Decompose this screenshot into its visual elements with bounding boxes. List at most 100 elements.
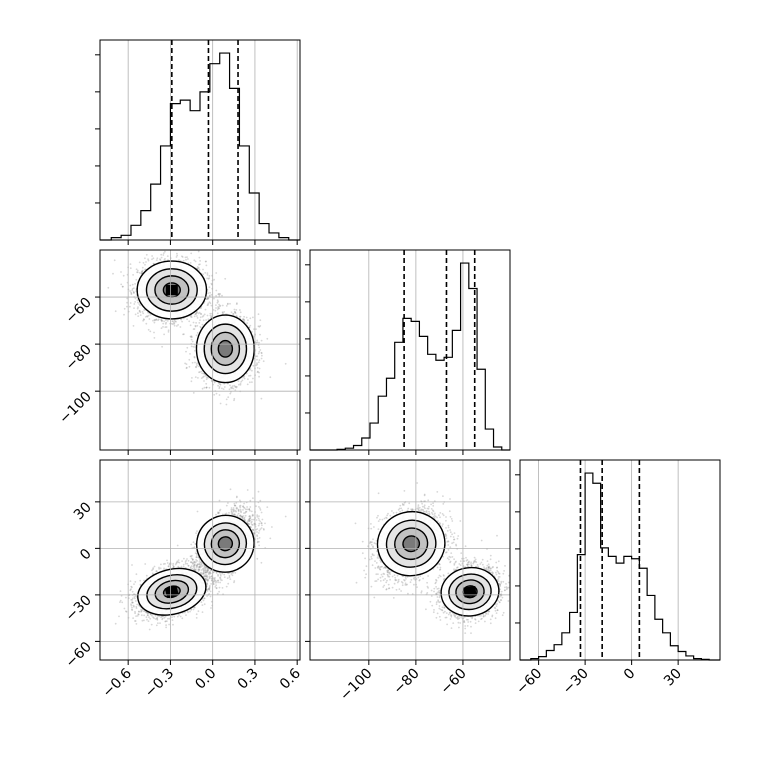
sample-point bbox=[284, 362, 287, 365]
sample-point bbox=[149, 313, 152, 316]
sample-point bbox=[122, 285, 124, 288]
sample-point bbox=[210, 316, 213, 318]
sample-point bbox=[145, 322, 148, 325]
sample-point bbox=[138, 303, 141, 305]
sample-point bbox=[189, 324, 192, 327]
sample-point bbox=[198, 267, 200, 269]
sample-point bbox=[188, 358, 191, 361]
sample-point bbox=[172, 564, 174, 566]
x-tick-label: 0 bbox=[621, 666, 639, 684]
sample-point bbox=[234, 389, 237, 391]
sample-point bbox=[217, 293, 220, 296]
sample-point bbox=[219, 383, 221, 385]
sample-point bbox=[229, 384, 231, 387]
sample-point bbox=[162, 322, 165, 325]
sample-point bbox=[255, 364, 257, 367]
sample-point bbox=[186, 256, 188, 258]
sample-point bbox=[134, 620, 137, 622]
sample-point bbox=[256, 363, 259, 366]
sample-point bbox=[197, 267, 200, 269]
sample-point bbox=[144, 263, 146, 266]
sample-point bbox=[234, 311, 237, 314]
sample-point bbox=[185, 367, 188, 370]
sample-point bbox=[208, 295, 211, 297]
sample-point bbox=[236, 302, 238, 305]
sample-point bbox=[207, 297, 209, 300]
sample-point bbox=[199, 371, 201, 373]
sample-point bbox=[207, 292, 209, 294]
sample-point bbox=[227, 396, 230, 399]
sample-point bbox=[243, 319, 246, 322]
sample-point bbox=[194, 346, 196, 348]
sample-point bbox=[197, 250, 200, 253]
sample-point bbox=[199, 263, 201, 266]
sample-point bbox=[167, 329, 170, 332]
sample-point bbox=[259, 325, 262, 327]
sample-point bbox=[113, 259, 116, 262]
gridlines bbox=[127, 40, 298, 240]
sample-point bbox=[218, 386, 221, 388]
sample-point bbox=[160, 318, 163, 321]
sample-point bbox=[129, 305, 131, 308]
sample-point bbox=[197, 312, 200, 315]
sample-point bbox=[171, 619, 174, 621]
sample-point bbox=[192, 345, 195, 348]
sample-point bbox=[139, 304, 141, 307]
sample-point bbox=[121, 285, 124, 288]
sample-point bbox=[241, 379, 244, 382]
sample-point bbox=[201, 315, 204, 318]
sample-point bbox=[138, 310, 141, 312]
density-contour bbox=[203, 323, 248, 375]
sample-point bbox=[189, 567, 192, 569]
sample-point bbox=[260, 397, 263, 400]
sample-point bbox=[132, 290, 135, 293]
sample-point bbox=[231, 386, 234, 389]
sample-point bbox=[256, 371, 259, 373]
sample-point bbox=[201, 372, 204, 375]
sample-point bbox=[248, 375, 250, 377]
sample-point bbox=[238, 315, 241, 318]
sample-point bbox=[224, 277, 227, 280]
sample-point bbox=[164, 250, 166, 253]
sample-point bbox=[138, 309, 141, 312]
sample-point bbox=[193, 355, 196, 358]
sample-point bbox=[221, 387, 223, 390]
sample-point bbox=[194, 312, 197, 315]
sample-point bbox=[225, 403, 228, 406]
sample-point bbox=[138, 261, 141, 264]
sample-point bbox=[147, 314, 150, 317]
sample-point bbox=[233, 308, 236, 311]
sample-point bbox=[202, 319, 205, 322]
sample-point bbox=[186, 318, 189, 321]
sample-point bbox=[140, 270, 143, 273]
sample-point bbox=[172, 320, 175, 323]
sample-point bbox=[141, 269, 144, 272]
sample-point bbox=[141, 271, 144, 273]
sample-point bbox=[205, 378, 208, 381]
gridlines bbox=[100, 250, 300, 450]
sample-point bbox=[173, 322, 176, 325]
sample-point bbox=[204, 260, 207, 263]
sample-point bbox=[248, 326, 251, 328]
sample-point bbox=[191, 336, 193, 338]
sample-point bbox=[126, 297, 129, 300]
sample-point bbox=[218, 293, 221, 296]
sample-point bbox=[180, 318, 183, 321]
sample-point bbox=[195, 334, 198, 337]
sample-point bbox=[173, 324, 176, 327]
sample-point bbox=[200, 370, 203, 373]
sample-point bbox=[203, 386, 206, 389]
sample-point bbox=[195, 366, 198, 369]
sample-point bbox=[129, 284, 132, 287]
sample-point bbox=[202, 376, 204, 379]
sample-point bbox=[144, 316, 147, 318]
sample-point bbox=[206, 298, 208, 300]
sample-point bbox=[184, 256, 187, 259]
sample-point bbox=[216, 312, 219, 315]
sample-point bbox=[219, 402, 222, 405]
sample-point bbox=[171, 320, 174, 322]
sample-point bbox=[252, 364, 255, 367]
sample-point bbox=[123, 307, 126, 310]
sample-point bbox=[246, 383, 249, 386]
